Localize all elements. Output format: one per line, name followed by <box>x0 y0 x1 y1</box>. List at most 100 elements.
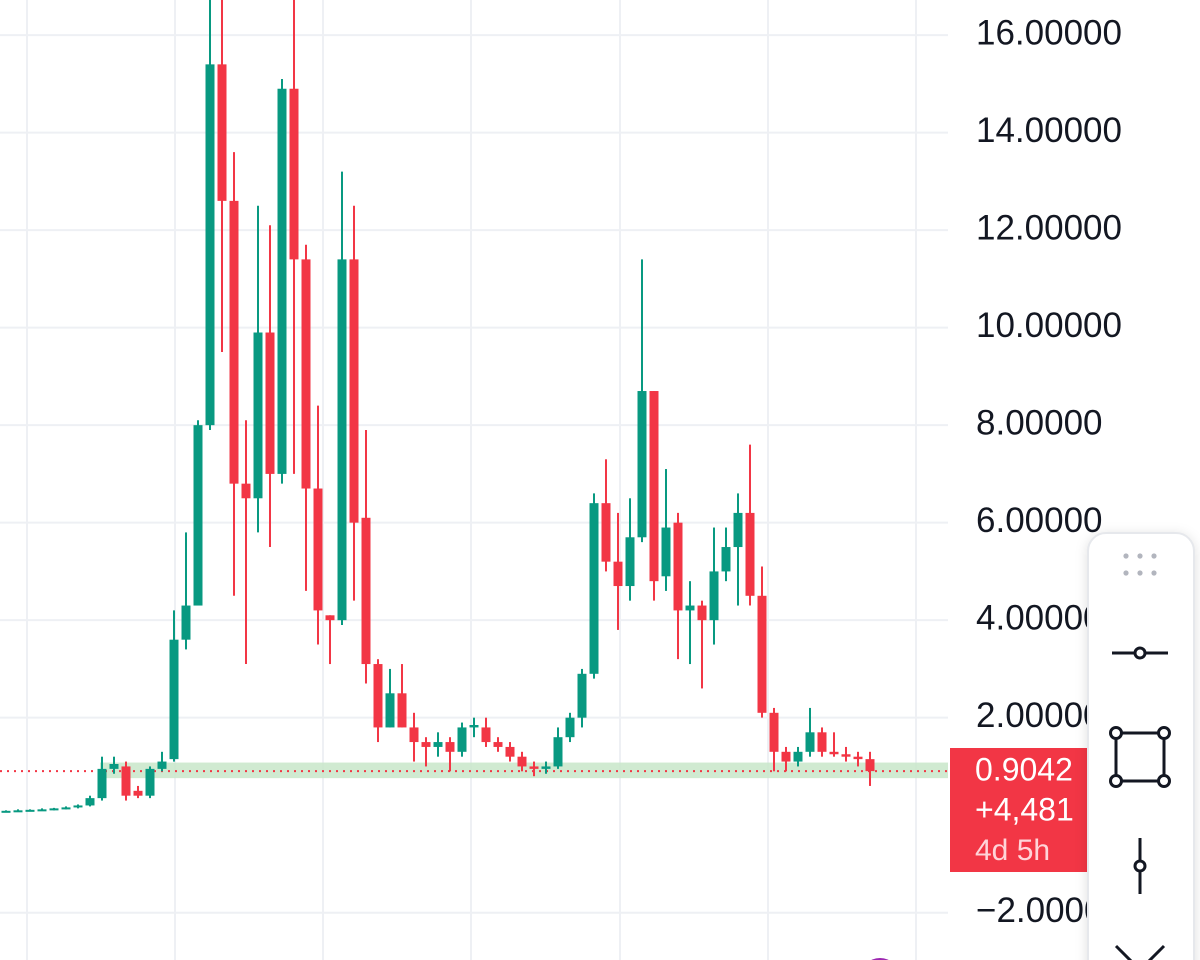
candle-body <box>1 810 11 813</box>
candle-body <box>97 768 107 799</box>
candle-body <box>277 88 287 474</box>
candle-body <box>505 746 515 757</box>
rectangle-tool[interactable] <box>1109 726 1171 788</box>
candle-body <box>337 259 347 621</box>
candle-body <box>613 561 623 587</box>
candle-body <box>793 751 803 762</box>
candle-body <box>805 732 815 752</box>
candle-body <box>589 503 599 674</box>
candle-body <box>637 391 647 538</box>
candle-body <box>289 88 299 260</box>
candle-body <box>829 751 839 755</box>
y-tick-label: 6.00000 <box>976 501 1103 540</box>
candle-body <box>37 809 47 812</box>
drawing-toolbar <box>1087 532 1195 960</box>
candle-body <box>205 64 215 426</box>
candle-body <box>313 488 323 611</box>
candle-body <box>253 332 263 499</box>
y-tick-label: 2.00000 <box>976 696 1103 735</box>
candle-body <box>217 64 227 201</box>
price-tag: 0.9042 +4,481 4d 5h <box>950 748 1090 872</box>
candle-body <box>121 766 131 796</box>
countdown-label: 4d 5h <box>975 834 1050 867</box>
candle-body <box>733 512 743 548</box>
candle-body <box>649 391 659 582</box>
candle-body <box>385 693 395 728</box>
candle-body <box>49 808 59 811</box>
y-tick-label: 4.00000 <box>976 598 1103 637</box>
candle-body <box>85 798 95 806</box>
vertical-line-tool[interactable] <box>1133 838 1147 894</box>
candle-body <box>457 727 467 752</box>
candle-body <box>817 732 827 752</box>
candle-body <box>25 809 35 812</box>
candle-body <box>577 673 587 718</box>
candle-body <box>397 693 407 728</box>
support-zone <box>100 762 948 779</box>
candle-body <box>709 571 719 621</box>
candle-body <box>625 537 635 587</box>
candle-body <box>349 259 359 523</box>
candle-body <box>13 810 23 813</box>
candle-body <box>529 766 539 769</box>
candle-body <box>157 761 167 769</box>
candle-body <box>661 527 671 577</box>
price-box <box>950 748 1090 872</box>
candle-body <box>481 727 491 743</box>
candle-body <box>541 766 551 769</box>
candle-body <box>409 727 419 743</box>
candle-body <box>601 503 611 562</box>
candle-body <box>241 483 251 499</box>
last-price-label: 0.9042 <box>975 751 1073 787</box>
candle-body <box>469 724 479 728</box>
candle-body <box>361 517 371 665</box>
toolbar-handle[interactable] <box>1123 553 1157 576</box>
candle-body <box>745 512 755 596</box>
y-tick-label: 16.00000 <box>976 13 1122 52</box>
toolbar-panel <box>1087 532 1195 960</box>
candle-body <box>769 712 779 752</box>
candle-body <box>553 737 563 767</box>
candle-body <box>325 615 335 621</box>
candle-body <box>565 717 575 738</box>
candle-body <box>853 756 863 760</box>
candle-body <box>781 751 791 762</box>
candle-body <box>421 742 431 747</box>
candle-body <box>373 664 383 728</box>
y-tick-label: 8.00000 <box>976 403 1103 442</box>
candle-body <box>433 742 443 747</box>
candle-body <box>493 742 503 747</box>
grid <box>0 0 948 960</box>
candle-body <box>673 522 683 611</box>
zone-layer <box>0 762 948 779</box>
candle-body <box>757 595 767 713</box>
candle-body <box>169 639 179 760</box>
candle-body <box>841 754 851 757</box>
candle-body <box>61 807 71 810</box>
trend-line-tool[interactable] <box>1112 646 1168 660</box>
candles <box>1 0 875 813</box>
y-axis: 16.00000 14.00000 12.00000 10.00000 8.00000 6… <box>976 13 1123 930</box>
candle-body <box>445 742 455 752</box>
candle-body <box>73 805 83 808</box>
change-label: +4,481 <box>975 791 1074 827</box>
y-tick-label: 14.00000 <box>976 111 1122 150</box>
candle-body <box>697 605 707 621</box>
candle-body <box>193 425 203 606</box>
y-tick-label: 12.00000 <box>976 208 1122 247</box>
cross-tool[interactable] <box>1114 944 1166 960</box>
candle-body <box>229 200 239 484</box>
candle-body <box>721 547 731 572</box>
candle-body <box>517 756 527 767</box>
candle-body <box>109 764 119 769</box>
candle-body <box>133 790 143 796</box>
candle-body <box>301 259 311 489</box>
candle-body <box>265 332 275 474</box>
candle-body <box>181 605 191 640</box>
candle-body <box>685 605 695 611</box>
y-tick-label: 10.00000 <box>976 306 1122 345</box>
candle-body <box>865 759 875 772</box>
candle-body <box>145 768 155 796</box>
